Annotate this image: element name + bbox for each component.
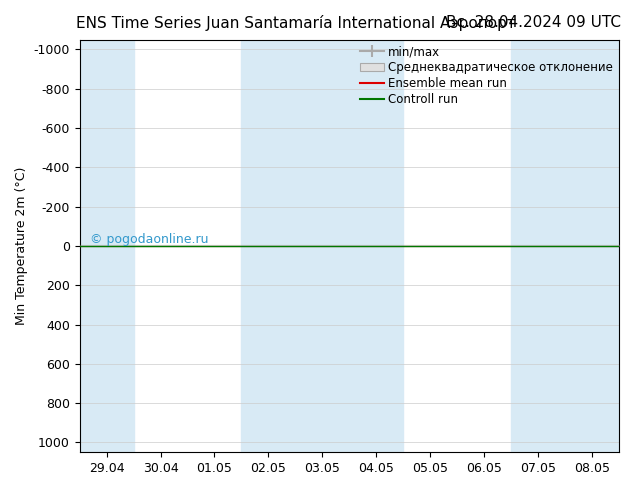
Bar <box>242 40 295 452</box>
Bar <box>511 40 565 452</box>
Text: © pogodaonline.ru: © pogodaonline.ru <box>91 233 209 246</box>
Text: ENS Time Series Juan Santamaría International Аэропорт: ENS Time Series Juan Santamaría Internat… <box>76 15 516 31</box>
Text: Вс. 28.04.2024 09 UTC: Вс. 28.04.2024 09 UTC <box>446 15 621 30</box>
Y-axis label: Min Temperature 2m (°C): Min Temperature 2m (°C) <box>15 167 28 325</box>
Bar <box>349 40 403 452</box>
Legend: min/max, Среднеквадратическое отклонение, Ensemble mean run, Controll run: min/max, Среднеквадратическое отклонение… <box>358 43 616 109</box>
Bar <box>565 40 619 452</box>
Bar <box>80 40 134 452</box>
Bar <box>295 40 349 452</box>
